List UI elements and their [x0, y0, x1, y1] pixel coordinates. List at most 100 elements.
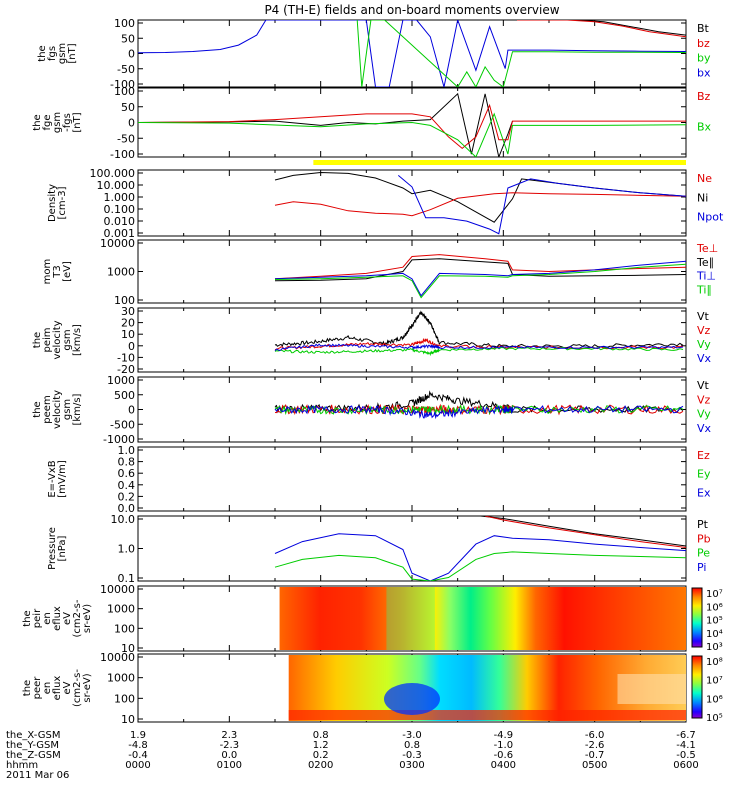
y-tick-label: 10: [121, 642, 135, 655]
xaxis-row-label: the_X-GSM: [6, 730, 60, 741]
chart-title: P4 (TH-E) fields and on-board moments ov…: [264, 3, 559, 17]
y-tick-label: 10000: [100, 237, 135, 250]
y-tick-label: 0: [128, 48, 135, 61]
y-tick-label: 10000: [100, 651, 135, 664]
colorbar-label: 10⁶: [706, 694, 723, 705]
legend-vz: Vz: [697, 393, 711, 406]
y-axis-label: gsm: [62, 329, 73, 350]
panel-frame: [137, 307, 687, 373]
xaxis-value: 0.0: [221, 750, 237, 761]
xaxis-value: -6.0: [585, 730, 605, 741]
y-axis-label: [nPa]: [57, 535, 68, 561]
y-tick-label: 1000: [107, 672, 135, 685]
series-vele-vz: [274, 403, 684, 416]
y-axis-label: peim: [42, 327, 53, 352]
panel-temp: 10000 1000 100 mom T3 [eV] Te⊥Te∥Ti⊥Ti∥: [42, 237, 718, 307]
series-vele-vx: [274, 404, 684, 420]
xaxis-row-label: the_Y-GSM: [6, 740, 59, 751]
y-tick-label: 1.0: [118, 444, 136, 457]
series-vele-vy: [274, 403, 684, 416]
series-fgs-by: [356, 20, 686, 87]
series-fgs-bz: [517, 20, 686, 38]
series-fgs-bt: [514, 20, 686, 36]
y-axis-label: [km/s]: [72, 324, 83, 356]
legend-bx: Bx: [697, 121, 712, 134]
y-axis-label: Density: [47, 184, 58, 222]
legend-vx: Vx: [697, 422, 712, 435]
xaxis-row-label: the_Z-GSM: [6, 750, 61, 761]
y-axis-label: mom: [42, 259, 53, 285]
series-vele-vt: [274, 390, 684, 414]
y-axis-label: [km/s]: [72, 393, 83, 425]
y-axis-label: sr-eV): [82, 673, 93, 702]
legend-te⊥: Te⊥: [696, 242, 718, 255]
series-density-ne: [274, 192, 686, 217]
y-axis-label: en: [42, 612, 53, 625]
y-tick-label: 1.0: [118, 543, 136, 556]
series-veli-vy: [274, 346, 684, 357]
colorbar-label: 10³: [706, 642, 723, 653]
y-tick-label: 0.0: [118, 502, 136, 515]
y-axis-label: gsm: [62, 399, 73, 420]
y-axis-label: the: [37, 45, 48, 61]
y-tick-label: -50: [117, 132, 135, 145]
legend-vt: Vt: [697, 379, 710, 392]
xaxis-value: -0.4: [128, 750, 148, 761]
series-veli-vt: [274, 310, 684, 349]
y-tick-label: 1.000: [104, 191, 136, 204]
y-axis-label: [nT]: [67, 43, 78, 63]
series-fge-bz: [138, 103, 686, 150]
y-tick-label: 10: [121, 328, 135, 341]
y-axis-label: eV: [62, 681, 73, 694]
series-pressure-pi: [274, 533, 686, 581]
y-tick-label: 100: [114, 622, 135, 635]
y-axis-label: the: [32, 401, 43, 417]
xaxis-value: 0000: [125, 760, 150, 771]
xaxis-value: -2.3: [220, 740, 240, 751]
y-tick-label: 0.6: [118, 467, 136, 480]
y-tick-label: 0: [128, 340, 135, 353]
spectrogram-ispec: [279, 587, 686, 650]
panel-frame: [137, 446, 687, 512]
y-tick-label: -10: [117, 351, 135, 364]
series-fgs-bx: [138, 20, 686, 87]
xaxis-value: -4.9: [494, 730, 514, 741]
y-axis-label: peer: [32, 676, 43, 700]
series-pressure-pt: [480, 516, 686, 547]
y-tick-label: 10.000: [97, 179, 136, 192]
colorbar-label: 10⁵: [706, 616, 723, 627]
y-axis-label: [nT]: [72, 112, 83, 132]
y-axis-label: E=-VxB: [47, 460, 58, 497]
xaxis-value: 1.9: [130, 730, 146, 741]
xaxis-row-label: hhmm: [6, 760, 38, 771]
xaxis-value: -0.5: [676, 750, 696, 761]
y-tick-label: 0.2: [118, 490, 136, 503]
xaxis-value: 2.3: [221, 730, 237, 741]
series-pressure-pe: [274, 551, 686, 581]
y-tick-label: 100: [114, 692, 135, 705]
legend-bx: bx: [697, 66, 711, 79]
legend-by: by: [697, 52, 711, 65]
series-pressure-pb: [484, 516, 686, 548]
y-axis-label: the: [32, 114, 43, 130]
legend-ex: Ex: [697, 486, 711, 499]
legend-ni: Ni: [697, 191, 708, 204]
y-tick-label: -1000: [103, 433, 135, 446]
spectrogram-core: [384, 683, 440, 715]
panel-frame: [137, 239, 687, 304]
xaxis-value: -4.1: [676, 740, 696, 751]
xaxis-value: 0500: [582, 760, 607, 771]
legend-bz: bz: [697, 37, 710, 50]
y-tick-label: 100.000: [90, 167, 136, 180]
series-density-ni: [274, 171, 686, 223]
y-tick-label: 10000: [100, 583, 135, 596]
y-axis-label: eflux: [52, 676, 63, 701]
xaxis-value: 0100: [217, 760, 242, 771]
y-tick-label: 50: [121, 32, 135, 45]
xaxis-value: 0400: [491, 760, 516, 771]
xaxis-value: 1.2: [313, 740, 329, 751]
y-axis-label: -fgs: [62, 113, 73, 132]
y-axis-label: fgs: [47, 46, 58, 61]
xaxis-value: 0600: [673, 760, 698, 771]
colorbar-label: 10⁷: [706, 589, 723, 600]
